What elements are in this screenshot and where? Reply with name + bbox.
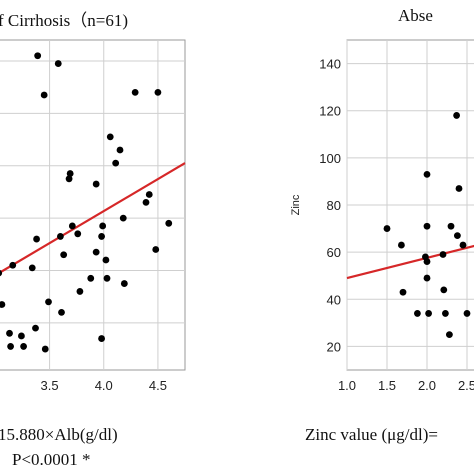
data-point-right <box>439 251 447 258</box>
data-point-left <box>120 280 128 287</box>
plot-frame-left <box>0 39 186 371</box>
x-tick-label-right: 1.0 <box>338 378 356 393</box>
data-point-left <box>142 198 150 206</box>
data-point-right <box>463 310 471 317</box>
data-point-left <box>102 256 110 264</box>
scatter-plot-right: 1.0 1.5 2.0 2.5 20 40 60 80 100 120 140 Zinc <box>290 39 474 393</box>
data-point-left <box>65 175 73 183</box>
data-point-left <box>165 219 173 227</box>
data-point-right <box>398 241 405 249</box>
x-tick-label-left: 4.0 <box>95 378 113 393</box>
data-point-left <box>40 91 48 99</box>
data-point-left <box>116 146 124 154</box>
data-point-right <box>440 286 448 294</box>
x-tick-label-left: 3.5 <box>41 378 59 393</box>
y-tick-label-right: 140 <box>319 57 341 72</box>
regression-formula-right: Zinc value (μg/dl)= <box>305 425 438 444</box>
data-point-left <box>66 170 74 177</box>
data-point-left <box>76 288 84 295</box>
p-value-left: P<0.0001 * <box>12 450 91 469</box>
data-point-left <box>57 233 64 240</box>
data-point-left <box>74 230 82 238</box>
data-point-right <box>399 288 407 296</box>
scatter-plot-left: 3.5 4.0 4.5 <box>0 39 186 393</box>
x-tick-label-right: 1.5 <box>378 378 396 393</box>
data-point-left <box>92 180 100 188</box>
data-point-right <box>423 222 431 230</box>
data-point-right <box>446 331 453 339</box>
y-tick-label-right: 80 <box>327 198 341 213</box>
data-point-right <box>423 170 431 178</box>
data-point-right <box>447 222 455 230</box>
data-point-left <box>99 222 107 230</box>
regression-formula-left: 15.880×Alb(g/dl) <box>0 425 118 444</box>
chart-title-right: Abse <box>398 6 433 25</box>
data-point-right <box>459 241 467 249</box>
data-point-left <box>154 88 162 96</box>
y-tick-label-right: 100 <box>319 151 341 166</box>
data-point-left <box>45 298 52 306</box>
data-point-left <box>7 343 14 350</box>
data-point-left <box>98 233 105 240</box>
data-point-left <box>0 269 3 277</box>
data-point-left <box>18 332 25 340</box>
data-point-right <box>455 185 463 192</box>
y-axis-label-right: Zinc <box>290 194 302 215</box>
data-point-right <box>453 112 460 119</box>
data-point-right <box>442 310 449 317</box>
regression-line-left <box>0 162 186 274</box>
y-tick-label-right: 60 <box>327 245 341 260</box>
data-point-left <box>87 274 95 282</box>
data-point-right <box>423 274 431 282</box>
data-point-left <box>103 274 111 282</box>
data-point-left <box>92 248 100 256</box>
data-point-right <box>425 310 432 317</box>
data-point-left <box>145 191 153 198</box>
chart-title-left: f Cirrhosis（n=61) <box>0 11 128 30</box>
data-point-left <box>119 214 127 222</box>
x-tick-label-right: 2.0 <box>418 378 436 393</box>
data-point-left <box>131 88 139 96</box>
data-point-left <box>33 235 40 243</box>
data-point-left <box>54 60 62 67</box>
x-tick-label-left: 4.5 <box>149 378 167 393</box>
data-point-right <box>414 310 421 317</box>
regression-line-right <box>346 244 474 280</box>
data-point-left <box>98 335 105 342</box>
data-point-left <box>41 345 49 353</box>
data-point-left <box>6 329 13 337</box>
data-point-left <box>0 301 6 308</box>
y-tick-label-right: 20 <box>327 339 341 354</box>
y-tick-label-right: 40 <box>327 292 341 307</box>
data-point-left <box>58 308 65 316</box>
data-point-left <box>112 159 120 167</box>
y-tick-label-right: 120 <box>319 104 341 119</box>
data-point-left <box>32 324 39 332</box>
data-point-left <box>60 251 68 259</box>
data-point-left <box>28 264 36 272</box>
data-point-left <box>20 343 27 350</box>
data-point-left <box>106 133 114 141</box>
data-point-right <box>383 225 391 232</box>
data-point-left <box>34 52 42 60</box>
data-point-left <box>9 261 17 269</box>
data-point-right <box>454 232 461 240</box>
data-point-right <box>423 258 431 265</box>
data-point-left <box>68 222 76 230</box>
x-tick-label-right: 2.5 <box>458 378 474 393</box>
data-point-left <box>152 246 160 253</box>
